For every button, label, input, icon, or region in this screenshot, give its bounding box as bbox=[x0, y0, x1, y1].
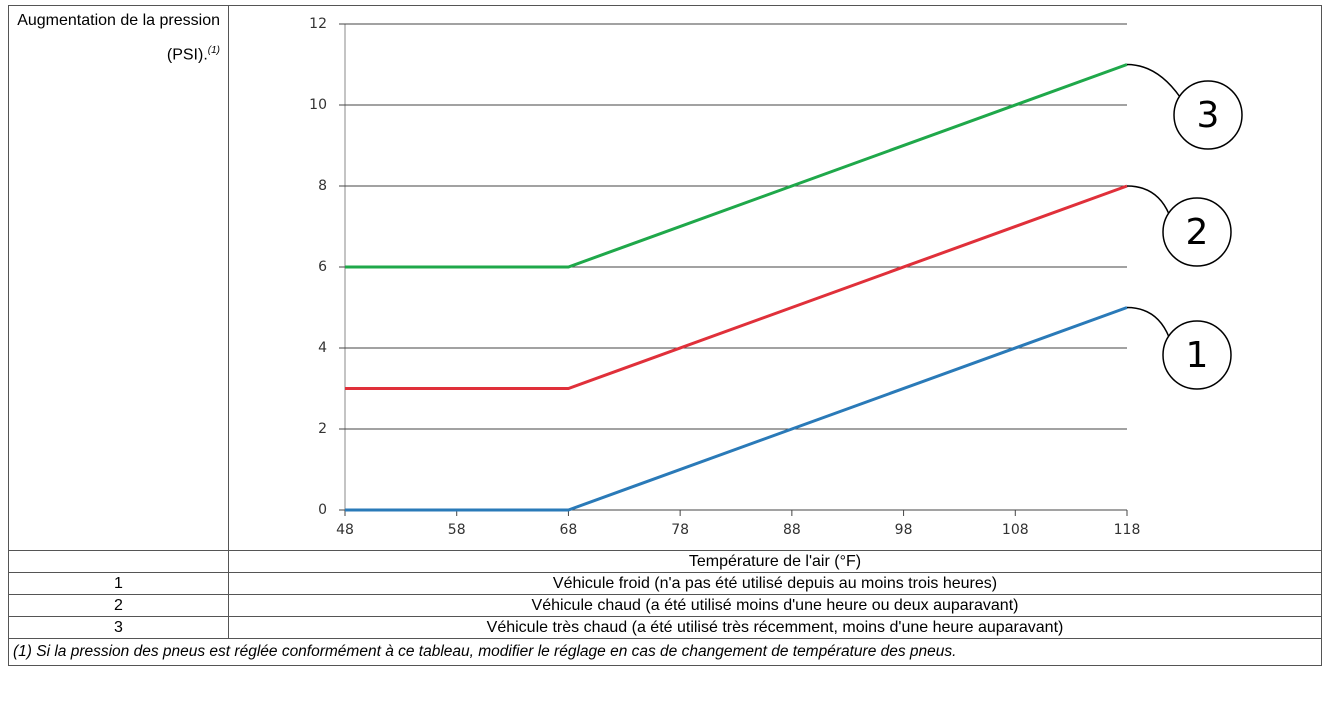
legend-text: Véhicule froid (n'a pas été utilisé depu… bbox=[228, 572, 1322, 595]
callout-leader bbox=[1126, 63, 1181, 98]
callout-label: 2 bbox=[1186, 212, 1209, 253]
legend-key: 2 bbox=[8, 594, 229, 617]
callout-circle bbox=[1162, 197, 1232, 267]
x-axis-label: Température de l'air (°F) bbox=[228, 550, 1322, 573]
y-tick-label: 2 bbox=[318, 421, 327, 437]
series-line bbox=[345, 63, 1128, 269]
legend-key: 1 bbox=[8, 572, 229, 595]
callout-leader bbox=[1126, 185, 1170, 215]
x-tick-label: 58 bbox=[448, 522, 466, 538]
series-line bbox=[345, 184, 1128, 390]
x-tick-label: 78 bbox=[671, 522, 689, 538]
x-tick-label: 108 bbox=[1002, 522, 1029, 538]
x-tick-label: 118 bbox=[1114, 522, 1141, 538]
y-tick-label: 12 bbox=[309, 16, 327, 32]
empty-cell bbox=[8, 550, 229, 573]
y-axis-label: Augmentation de la pression (PSI). bbox=[17, 12, 220, 64]
footnote-row: (1) Si la pression des pneus est réglée … bbox=[8, 638, 1322, 666]
legend-text: Véhicule chaud (a été utilisé moins d'un… bbox=[228, 594, 1322, 617]
y-tick-label: 6 bbox=[318, 259, 327, 275]
y-tick-label: 0 bbox=[318, 502, 327, 518]
y-tick-label: 10 bbox=[309, 97, 327, 113]
legend-row: 1 Véhicule froid (n'a pas été utilisé de… bbox=[8, 572, 1322, 595]
callout-label: 1 bbox=[1186, 335, 1209, 376]
legend-row: 3 Véhicule très chaud (a été utilisé trè… bbox=[8, 616, 1322, 639]
x-label-row: Température de l'air (°F) bbox=[8, 550, 1322, 573]
x-tick-label: 98 bbox=[895, 522, 913, 538]
callout-circle bbox=[1162, 320, 1232, 390]
chart-row: Augmentation de la pression (PSI).(1) bbox=[8, 5, 1322, 551]
y-label-cell: Augmentation de la pression (PSI).(1) bbox=[8, 5, 229, 551]
data-table: Augmentation de la pression (PSI).(1) Te… bbox=[8, 5, 1322, 666]
callout-label: 3 bbox=[1197, 95, 1220, 136]
legend-row: 2 Véhicule chaud (a été utilisé moins d'… bbox=[8, 594, 1322, 617]
y-tick-label: 4 bbox=[318, 340, 327, 356]
chart-cell bbox=[228, 5, 1322, 551]
x-tick-label: 88 bbox=[783, 522, 801, 538]
footnote: (1) Si la pression des pneus est réglée … bbox=[8, 638, 1322, 666]
callout-leader bbox=[1126, 306, 1170, 338]
x-tick-label: 48 bbox=[336, 522, 354, 538]
legend-key: 3 bbox=[8, 616, 229, 639]
series-line bbox=[345, 306, 1128, 512]
x-tick-label: 68 bbox=[560, 522, 578, 538]
legend-text: Véhicule très chaud (a été utilisé très … bbox=[228, 616, 1322, 639]
note-ref: (1) bbox=[207, 45, 220, 56]
y-tick-label: 8 bbox=[318, 178, 327, 194]
callout-circle bbox=[1173, 80, 1243, 150]
